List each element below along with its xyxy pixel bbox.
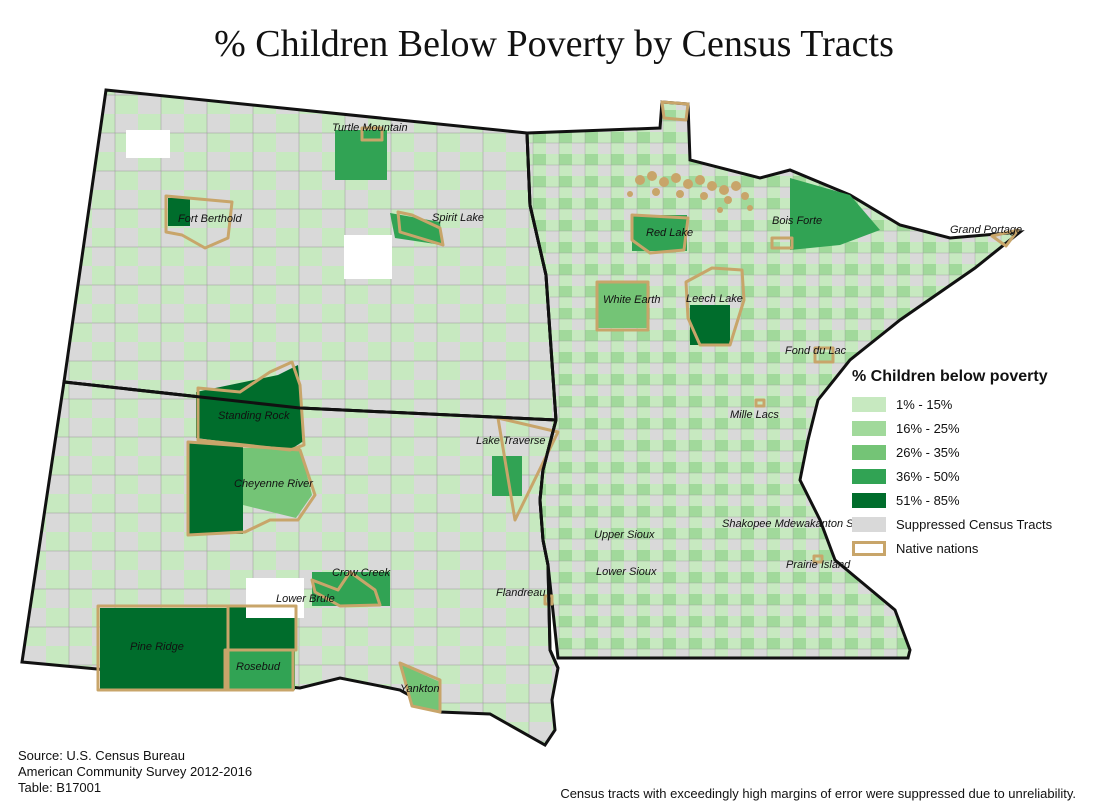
legend-item: 51% - 85%: [852, 488, 1102, 512]
map-title: % Children Below Poverty by Census Tract…: [214, 23, 894, 65]
reservation-turtle-mountain: [360, 126, 384, 142]
label-crow-creek: Crow Creek: [332, 567, 391, 579]
legend-label: 36% - 50%: [896, 468, 960, 484]
tract-high-rosebud: [225, 650, 295, 690]
label-rosebud: Rosebud: [236, 661, 281, 673]
reservation-bois-forte: [770, 236, 794, 250]
label-red-lake: Red Lake: [646, 227, 693, 239]
tract-mid-white-earth: [598, 282, 648, 328]
label-lower-sioux: Lower Sioux: [596, 566, 657, 578]
source-line: Source: U.S. Census Bureau: [18, 748, 185, 763]
tract-no-data: [344, 235, 392, 279]
tract-no-data: [246, 578, 304, 618]
legend-swatch: [852, 540, 886, 556]
label-mille-lacs: Mille Lacs: [730, 409, 779, 421]
label-fort-berthold: Fort Berthold: [178, 213, 242, 225]
reservation-red-lake-north: [660, 100, 690, 122]
tract-no-data: [126, 130, 170, 158]
label-spirit-lake: Spirit Lake: [432, 212, 484, 224]
label-cheyenne-river: Cheyenne River: [234, 478, 314, 490]
source-line: Table: B17001: [18, 780, 102, 795]
source-line: American Community Survey 2012-2016: [18, 764, 253, 779]
tract-mid-cheyenne-east: [243, 448, 312, 518]
reservation-yankton: [398, 661, 442, 714]
legend-label: Suppressed Census Tracts: [896, 516, 1053, 532]
reservation-mille-lacs: [754, 398, 766, 408]
tract-high-standing-rock: [196, 365, 305, 450]
label-turtle-mountain: Turtle Mountain: [332, 122, 408, 134]
legend-title: % Children below poverty: [852, 368, 1048, 385]
legend-swatch: [852, 396, 886, 412]
legend-swatch: [852, 444, 886, 460]
legend-swatch: [852, 468, 886, 484]
legend-swatch: [852, 516, 886, 532]
legend-label: 16% - 25%: [896, 420, 960, 436]
tract-high-bois-forte: [790, 178, 880, 250]
legend-item: 16% - 25%: [852, 416, 1102, 440]
tract-high-cheyenne-west: [188, 442, 243, 534]
label-lower-brule: Lower Brule: [276, 593, 335, 605]
legend-swatch: [852, 492, 886, 508]
tract-high-spirit-lake: [390, 213, 442, 245]
source-note: Source: U.S. Census Bureau American Comm…: [18, 748, 252, 796]
label-lake-traverse: Lake Traverse: [476, 435, 546, 447]
map-legend: % Children below poverty 1% - 15% 16% - …: [852, 368, 1102, 560]
reservation-fort-berthold: [164, 194, 234, 250]
legend-item: 26% - 35%: [852, 440, 1102, 464]
reservation-grand-portage: [990, 228, 1020, 248]
tract-high-pine-ridge: [100, 608, 228, 690]
label-grand-portage: Grand Portage: [950, 224, 1022, 236]
label-leech-lake: Leech Lake: [686, 293, 743, 305]
label-flandreau: Flandreau: [496, 587, 546, 599]
reservation-standing-rock: [196, 360, 306, 452]
reservation-white-earth: [595, 280, 650, 332]
label-fond-du-lac: Fond du Lac: [785, 345, 847, 357]
label-pine-ridge: Pine Ridge: [130, 641, 184, 653]
trust-land-dots: [627, 171, 753, 213]
legend-item: Native nations: [852, 536, 1102, 560]
legend-label: 51% - 85%: [896, 492, 960, 508]
reservation-rosebud: [223, 648, 295, 692]
footnote: Census tracts with exceedingly high marg…: [560, 786, 1076, 801]
legend-item: Suppressed Census Tracts: [852, 512, 1102, 536]
label-shakopee: Shakopee Mdewakanton Sioux: [722, 518, 874, 530]
label-prairie-island: Prairie Island: [786, 559, 851, 571]
reservation-lake-traverse: [496, 416, 560, 522]
reservation-cheyenne-river: [186, 440, 317, 537]
label-upper-sioux: Upper Sioux: [594, 529, 655, 541]
reservation-leech-lake: [684, 266, 746, 347]
reservation-prairie-island: [812, 554, 824, 564]
tract-high-fort-berthold: [168, 198, 190, 226]
label-standing-rock: Standing Rock: [218, 410, 290, 422]
legend-label: 26% - 35%: [896, 444, 960, 460]
reservation-red-lake: [630, 213, 690, 255]
legend-item: 36% - 50%: [852, 464, 1102, 488]
legend-swatch: [852, 420, 886, 436]
label-yankton: Yankton: [400, 683, 440, 695]
legend-label: 1% - 15%: [896, 396, 953, 412]
reservation-crow-lower-brule: [310, 570, 382, 608]
legend-label: Native nations: [896, 540, 979, 556]
label-white-earth: White Earth: [603, 294, 660, 306]
label-bois-forte: Bois Forte: [772, 215, 822, 227]
legend-item: 1% - 15%: [852, 392, 1102, 416]
reservation-fond-du-lac: [813, 346, 835, 364]
reservation-spirit-lake: [396, 210, 445, 247]
